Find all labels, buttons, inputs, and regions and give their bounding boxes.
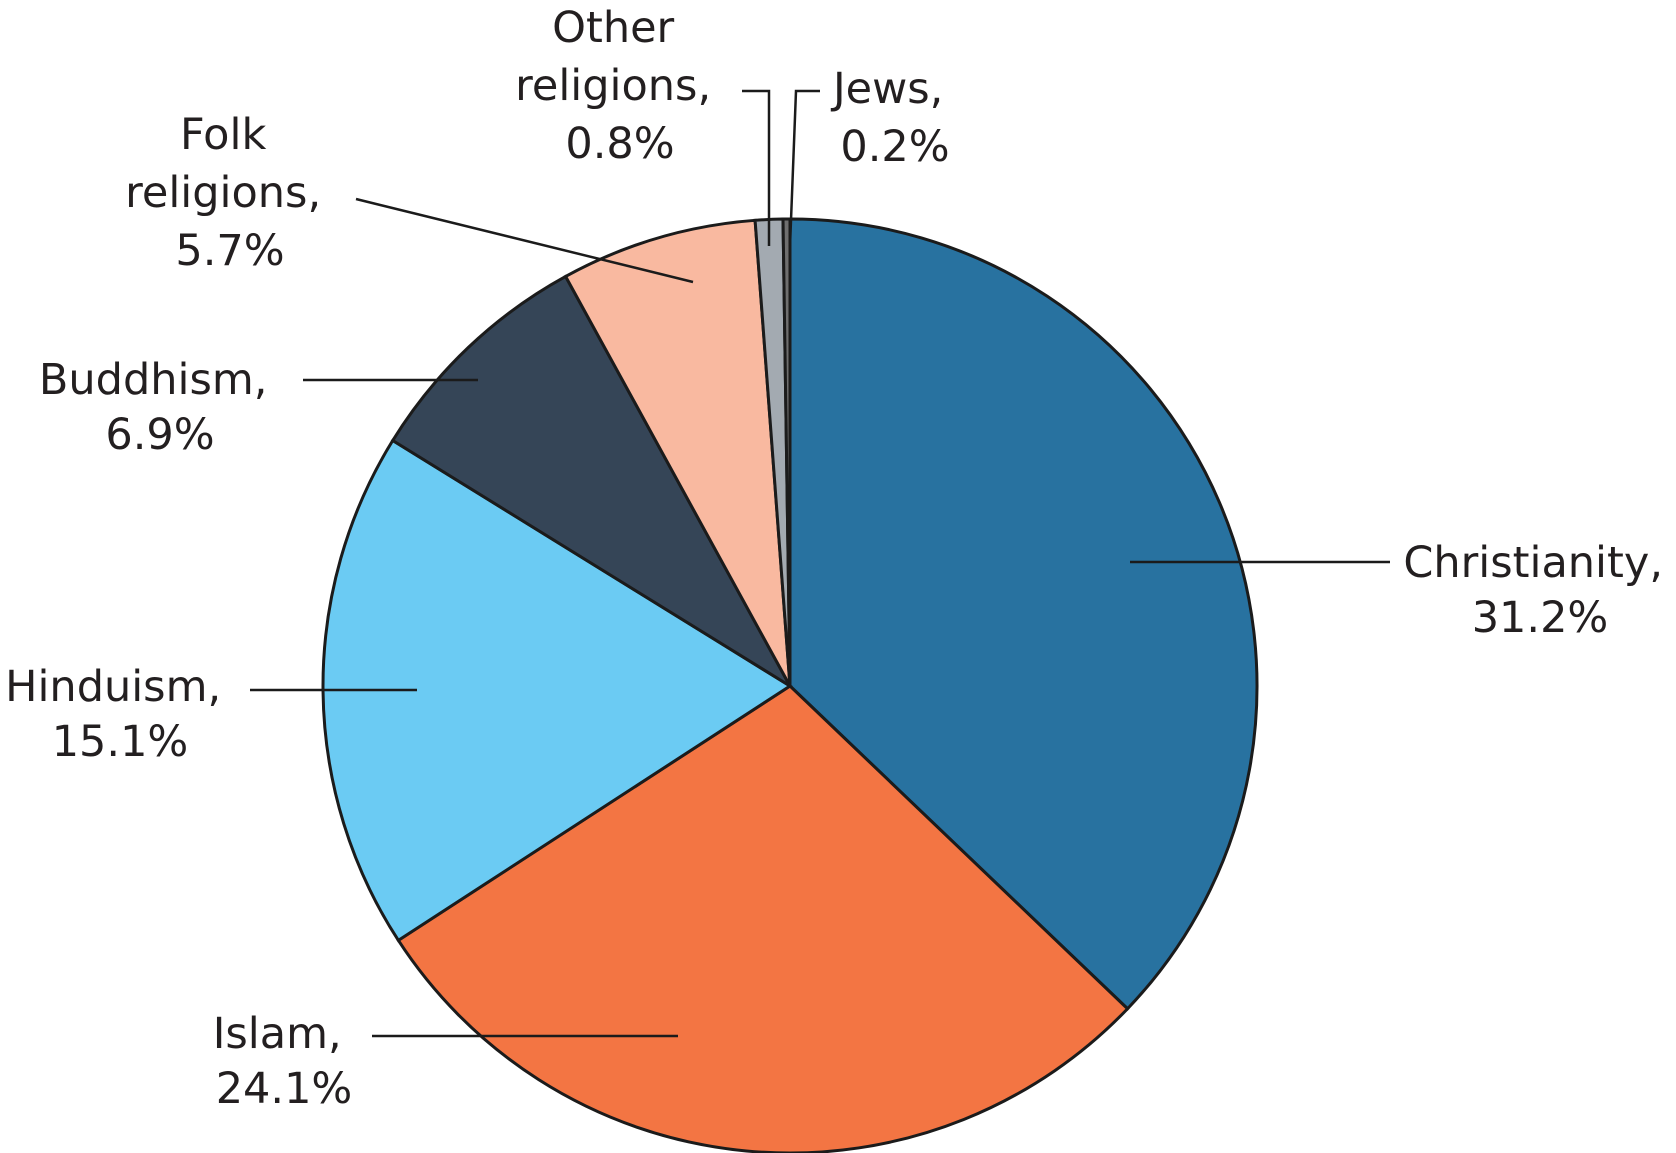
label-christianity-value: 31.2% (1472, 593, 1609, 643)
slice-folk-religions (563, 218, 792, 687)
label-islam-name: Islam, (213, 1009, 342, 1059)
label-buddhism: Buddhism, 6.9% (39, 355, 281, 460)
label-other-religions-value: 0.8% (565, 119, 674, 169)
label-jews: Jews, 0.2% (830, 64, 957, 172)
leader-lines (250, 89, 1390, 1038)
pie-slices (321, 217, 1259, 1153)
leader-other-religions (742, 89, 771, 246)
label-folk-religions-name-line2: religions, (125, 168, 321, 218)
label-hinduism-value: 15.1% (52, 717, 189, 767)
label-other-religions-name-line1: Other (552, 3, 674, 53)
slice-buddhism (390, 274, 795, 691)
label-folk-religions-name-line1: Folk (180, 110, 266, 160)
label-hinduism-name: Hinduism, (5, 662, 221, 712)
label-buddhism-value: 6.9% (105, 410, 214, 460)
label-islam: Islam, 24.1% (213, 1009, 356, 1114)
leader-folk-religions (355, 197, 694, 284)
label-other-religions: Other religions, 0.8% (515, 3, 725, 169)
label-hinduism: Hinduism, 15.1% (5, 662, 235, 767)
label-jews-value: 0.2% (840, 122, 949, 172)
label-buddhism-name: Buddhism, (39, 355, 268, 405)
label-folk-religions-value: 5.7% (175, 226, 284, 276)
label-other-religions-name-line2: religions, (515, 61, 711, 111)
label-christianity-name: Christianity, (1403, 538, 1663, 588)
label-jews-name: Jews, (830, 64, 943, 114)
label-islam-value: 24.1% (216, 1064, 353, 1114)
label-christianity: Christianity, 31.2% (1403, 538, 1676, 643)
slice-christianity (788, 217, 1259, 1011)
leader-jews (788, 89, 820, 247)
label-folk-religions: Folk religions, 5.7% (125, 110, 335, 276)
